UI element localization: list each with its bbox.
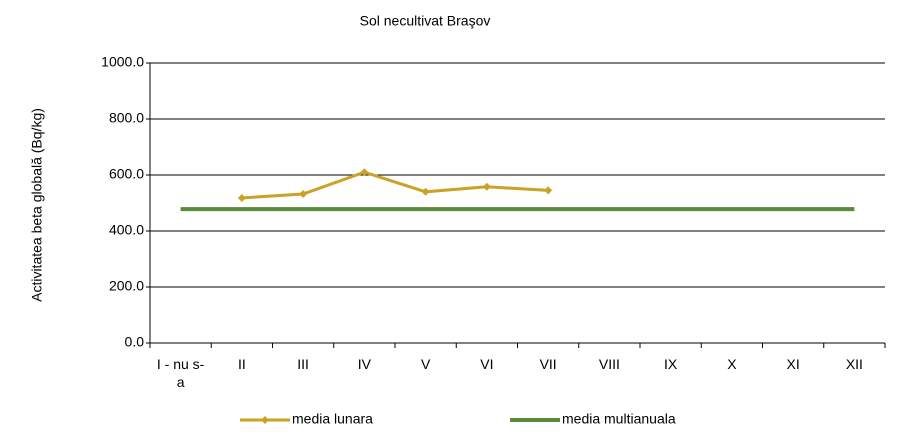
legend-marker bbox=[261, 416, 269, 424]
legend-label: media lunara bbox=[292, 411, 373, 427]
x-tick-label: VIII bbox=[598, 356, 620, 372]
y-tick-label: 600.0 bbox=[109, 166, 144, 182]
point-marker bbox=[482, 182, 491, 191]
y-tick-label: 800.0 bbox=[109, 110, 144, 126]
chart-title: Sol necultivat Braşov bbox=[360, 13, 491, 29]
x-tick-label: IX bbox=[664, 356, 678, 372]
point-marker bbox=[544, 186, 553, 195]
point-marker bbox=[299, 190, 308, 199]
x-tick-label: VI bbox=[480, 356, 494, 372]
x-tick-label: III bbox=[297, 356, 309, 372]
x-tick-label: XI bbox=[786, 356, 800, 372]
y-tick-label: 0.0 bbox=[125, 334, 145, 350]
y-tick-label: 1000.0 bbox=[101, 54, 144, 70]
x-tick-label: XII bbox=[845, 356, 863, 372]
x-tick-label: I - nu s- a bbox=[156, 356, 205, 390]
x-tick-label: IV bbox=[357, 356, 371, 372]
x-tick-label: VII bbox=[539, 356, 557, 372]
point-marker bbox=[360, 168, 369, 177]
point-marker bbox=[237, 193, 246, 202]
y-tick-label: 200.0 bbox=[109, 278, 144, 294]
y-tick-label: 400.0 bbox=[109, 222, 144, 238]
x-tick-label: X bbox=[727, 356, 737, 372]
legend-label: media multianuala bbox=[562, 411, 676, 427]
x-tick-label: II bbox=[237, 356, 246, 372]
y-axis-label: Activitatea beta globală (Bq/kg) bbox=[29, 108, 45, 302]
x-tick-label: V bbox=[420, 356, 431, 372]
series-line bbox=[241, 170, 549, 200]
point-marker bbox=[421, 187, 430, 196]
